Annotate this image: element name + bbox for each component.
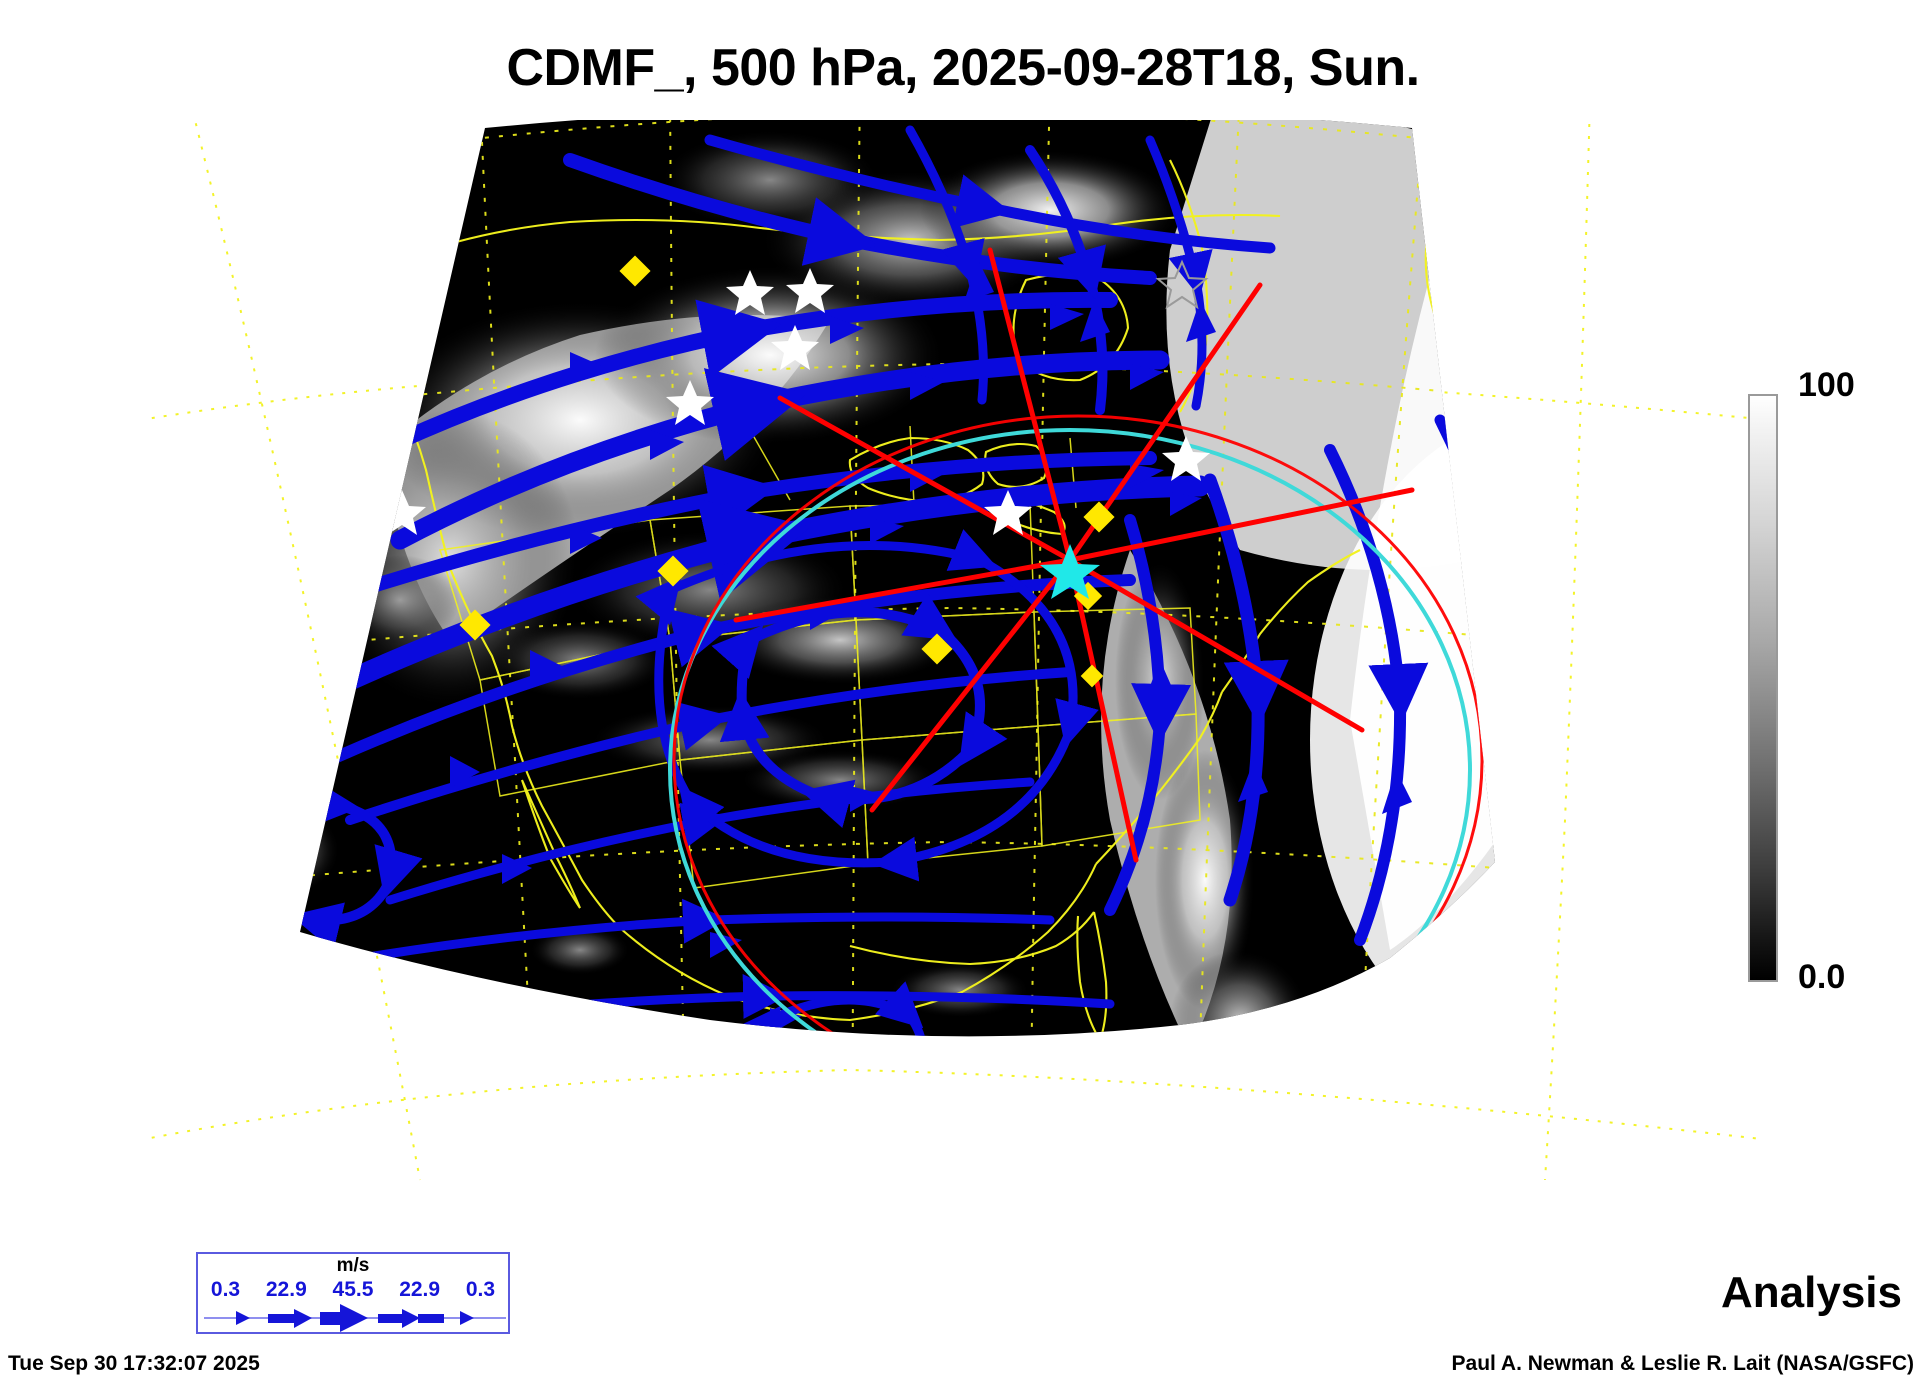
map-canvas[interactable] bbox=[150, 120, 1760, 1260]
colorbar-max-label: 100 bbox=[1798, 366, 1855, 404]
wind-speed-legend: m/s 0.3 22.9 45.5 22.9 0.3 bbox=[196, 1252, 510, 1334]
wind-legend-tick: 22.9 bbox=[265, 1278, 307, 1301]
wind-legend-tick: 0.3 bbox=[465, 1278, 496, 1301]
wind-legend-values: 0.3 22.9 45.5 22.9 0.3 bbox=[198, 1278, 508, 1302]
colorbar-min-label: 0.0 bbox=[1798, 958, 1846, 996]
wind-legend-tick: 22.9 bbox=[399, 1278, 441, 1301]
author-credit: Paul A. Newman & Leslie R. Lait (NASA/GS… bbox=[1451, 1352, 1914, 1375]
wind-legend-tick: 45.5 bbox=[332, 1278, 374, 1301]
base-station-marker[interactable] bbox=[1040, 544, 1100, 599]
map-data-window bbox=[300, 120, 1495, 1037]
map-panel[interactable] bbox=[150, 120, 1760, 1260]
waypoint-marker-outline bbox=[1155, 259, 1209, 310]
wind-legend-tick: 0.3 bbox=[210, 1278, 241, 1301]
range-ring bbox=[668, 428, 1472, 1037]
wind-legend-arrows bbox=[204, 1304, 506, 1332]
panel-label: Analysis bbox=[1721, 1268, 1902, 1317]
colorbar-gradient bbox=[1748, 394, 1778, 982]
figure-title: CDMF_, 500 hPa, 2025-09-28T18, Sun. bbox=[506, 39, 1420, 97]
flight-ring bbox=[672, 414, 1484, 1037]
colorbar-group: 100 0.0 bbox=[1740, 366, 1926, 1000]
outer-graticule bbox=[150, 120, 1760, 1181]
generation-timestamp: Tue Sep 30 17:32:07 2025 bbox=[8, 1352, 260, 1375]
wind-legend-unit: m/s bbox=[336, 1255, 370, 1276]
